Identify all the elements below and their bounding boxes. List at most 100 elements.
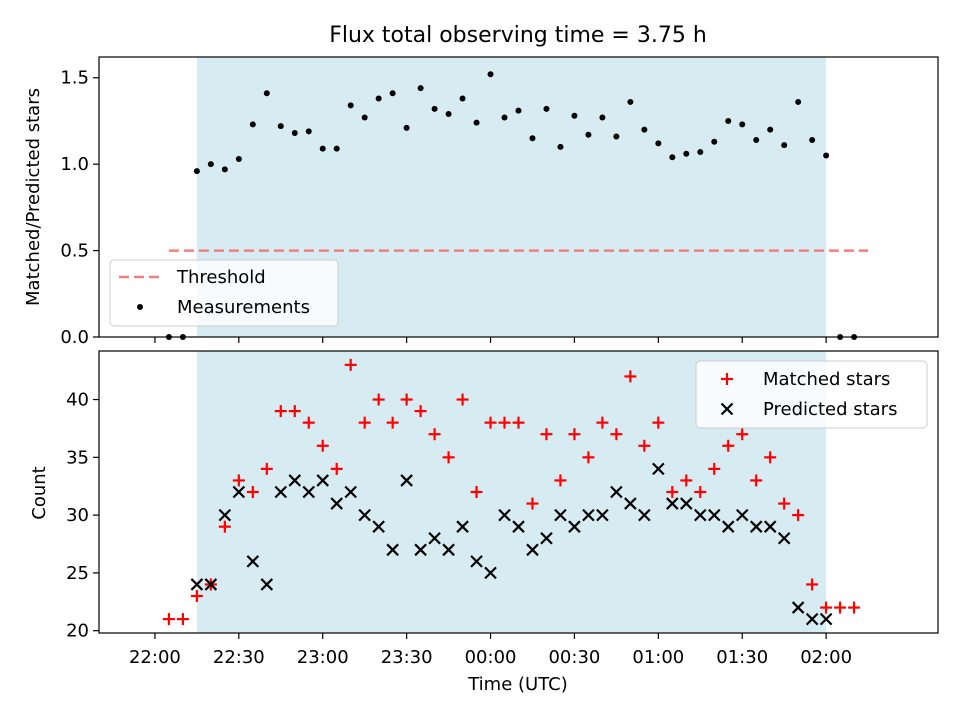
matched-star-point — [778, 497, 791, 510]
y-tick-label: 35 — [66, 447, 89, 468]
ratio-ylabel: Matched/Predicted stars — [23, 88, 44, 306]
measurement-point — [557, 143, 564, 150]
x-tick-label: 23:00 — [297, 647, 349, 668]
count-ylabel: Count — [29, 466, 50, 519]
matched-star-point — [610, 428, 623, 441]
predicted-star-point — [428, 531, 441, 545]
matched-star-point — [708, 462, 721, 475]
predicted-star-point — [694, 508, 707, 522]
matched-star-point — [260, 462, 273, 475]
matched-star-point — [372, 393, 385, 406]
predicted-star-point — [442, 543, 455, 557]
matched-star-point — [540, 428, 553, 441]
predicted-star-point — [316, 474, 330, 487]
predicted-star-point — [596, 508, 609, 522]
measurement-point — [711, 138, 718, 145]
y-tick-label: 0.0 — [60, 327, 89, 348]
predicted-star-point — [666, 497, 679, 510]
measurement-point — [585, 131, 592, 138]
matched-star-point — [722, 439, 735, 452]
predicted-star-point — [624, 497, 637, 510]
measurement-point — [305, 128, 312, 135]
measurement-point — [501, 114, 508, 121]
predicted-star-point — [638, 508, 651, 522]
predicted-star-point — [819, 612, 833, 626]
predicted-star-point — [330, 497, 343, 510]
measurement-point — [781, 142, 788, 149]
matched-star-point — [288, 405, 301, 418]
legend-plus-marker — [721, 373, 733, 385]
measurement-point — [319, 145, 326, 152]
measurement-point — [683, 150, 690, 157]
matched-star-point — [680, 474, 693, 487]
measurement-point — [571, 112, 578, 119]
measurement-point — [669, 154, 676, 161]
matched-star-point — [414, 405, 427, 418]
measurement-point — [627, 98, 634, 105]
measurement-point — [291, 130, 298, 137]
matched-star-point — [442, 451, 455, 464]
measurement-point — [235, 155, 242, 162]
measurement-point — [697, 149, 704, 156]
measurement-point — [613, 133, 620, 140]
measurement-point — [431, 105, 438, 112]
matched-star-point — [526, 497, 539, 510]
matched-star-point — [834, 601, 847, 614]
predicted-star-point — [526, 543, 539, 557]
predicted-star-point — [805, 612, 819, 626]
x-tick-label: 22:30 — [213, 647, 265, 668]
measurement-point — [753, 136, 760, 143]
x-tick-label: 22:00 — [129, 647, 181, 668]
matched-star-point — [512, 416, 525, 429]
predicted-star-point — [260, 578, 274, 591]
x-tick-label: 02:00 — [800, 647, 852, 668]
predicted-star-point — [358, 508, 371, 522]
measurement-point — [361, 114, 368, 121]
matched-star-point — [330, 462, 343, 475]
measurement-point — [795, 98, 802, 105]
matched-star-point — [820, 601, 833, 614]
matched-star-point — [162, 613, 175, 626]
measurement-point — [263, 90, 270, 97]
matched-star-point — [806, 578, 819, 591]
matched-star-point — [246, 486, 259, 498]
measurement-point — [529, 135, 536, 142]
measurement-point — [515, 107, 522, 114]
predicted-star-point — [372, 520, 385, 533]
predicted-star-point — [232, 485, 246, 499]
matched-star-point — [764, 451, 777, 464]
predicted-star-point — [484, 566, 497, 580]
predicted-star-point — [540, 531, 553, 545]
matched-star-point — [652, 416, 665, 429]
count-panel: 20 25 30 35 40 22:00 22:30 23:00 23:30 00:00 00:3… — [29, 350, 939, 695]
matched-star-point — [344, 358, 357, 371]
measurement-point — [221, 166, 228, 173]
measurement-point — [655, 140, 662, 147]
measurement-point — [599, 114, 606, 121]
y-tick-label: 30 — [66, 505, 89, 526]
x-tick-label: 00:30 — [548, 647, 600, 668]
predicted-star-point — [512, 520, 525, 533]
y-tick-label: 25 — [66, 563, 89, 584]
predicted-star-point — [246, 555, 260, 568]
y-tick-label: 40 — [66, 390, 89, 411]
matched-star-point — [484, 416, 497, 429]
matched-star-point — [232, 474, 245, 487]
matched-star-point — [582, 451, 595, 464]
x-tick-label: 01:00 — [632, 647, 684, 668]
predicted-star-point — [274, 485, 288, 499]
predicted-star-point — [582, 508, 595, 522]
measurement-point — [207, 161, 214, 168]
legend-measurement-label: Measurements — [177, 297, 310, 318]
matched-star-point — [274, 405, 287, 418]
ratio-panel-frame — [98, 56, 939, 338]
matched-star-point — [302, 416, 315, 429]
matched-star-point — [470, 486, 483, 498]
predicted-star-point — [190, 578, 204, 591]
measurement-point — [249, 121, 256, 128]
predicted-star-point — [707, 508, 721, 522]
legend-predicted-swatch — [720, 402, 734, 416]
matched-star-point — [554, 474, 567, 487]
legend-threshold-label: Threshold — [176, 267, 266, 288]
